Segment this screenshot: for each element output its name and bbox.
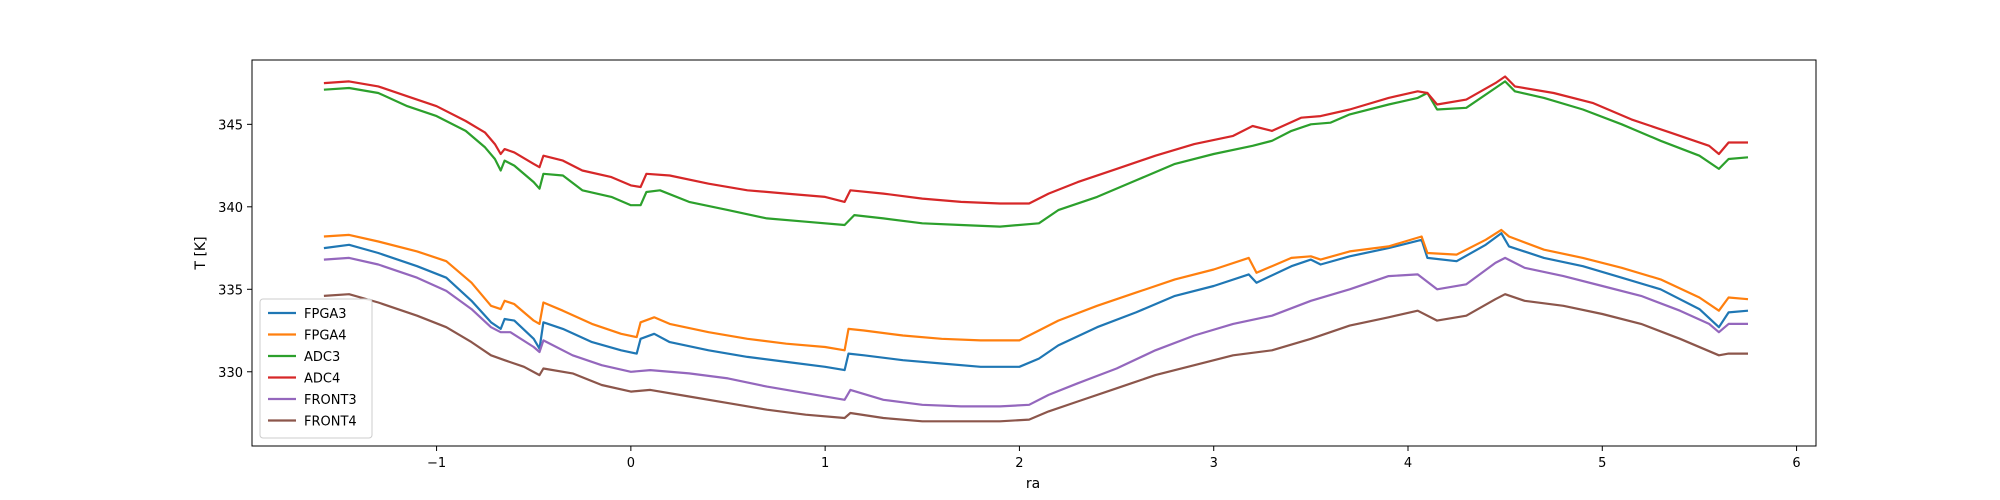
legend: FPGA3 FPGA4 ADC3 ADC4 FRONT3 FRONT4 xyxy=(259,298,373,439)
x-tick-label: 0 xyxy=(627,456,635,471)
series-line-front3 xyxy=(323,256,1748,408)
plot-frame xyxy=(251,59,1817,447)
x-tick-label: 5 xyxy=(1598,456,1606,471)
y-tick-label: 345 xyxy=(218,118,243,133)
y-tick-label: 335 xyxy=(218,283,243,298)
x-tick-label: 3 xyxy=(1210,456,1218,471)
legend-label-adc3: ADC3 xyxy=(304,350,340,365)
y-tick-label: 340 xyxy=(218,201,243,216)
series-line-adc4 xyxy=(323,75,1748,205)
x-tick-label: 4 xyxy=(1404,456,1412,471)
series-line-fpga4 xyxy=(323,228,1749,352)
y-tick-label: 330 xyxy=(218,366,243,381)
series-layer xyxy=(323,75,1749,423)
x-tick-label: 6 xyxy=(1792,456,1800,471)
x-axis-ticks: −1 0 1 2 3 4 5 6 xyxy=(427,446,1801,471)
legend-label-adc4: ADC4 xyxy=(304,372,340,387)
x-tick-label: 1 xyxy=(821,456,829,471)
legend-label-fpga4: FPGA4 xyxy=(304,329,347,344)
y-axis-ticks: 330 335 340 345 xyxy=(218,118,252,381)
legend-label-front3: FRONT3 xyxy=(304,393,357,408)
legend-label-front4: FRONT4 xyxy=(304,415,357,430)
x-tick-label: 2 xyxy=(1015,456,1023,471)
series-line-adc3 xyxy=(323,80,1749,228)
x-axis-label: ra xyxy=(1026,476,1040,492)
legend-label-fpga3: FPGA3 xyxy=(304,307,347,322)
series-line-front4 xyxy=(323,293,1748,423)
y-axis-label: T [K] xyxy=(193,236,209,270)
series-line-fpga3 xyxy=(323,232,1749,372)
x-tick-label: −1 xyxy=(427,456,446,471)
